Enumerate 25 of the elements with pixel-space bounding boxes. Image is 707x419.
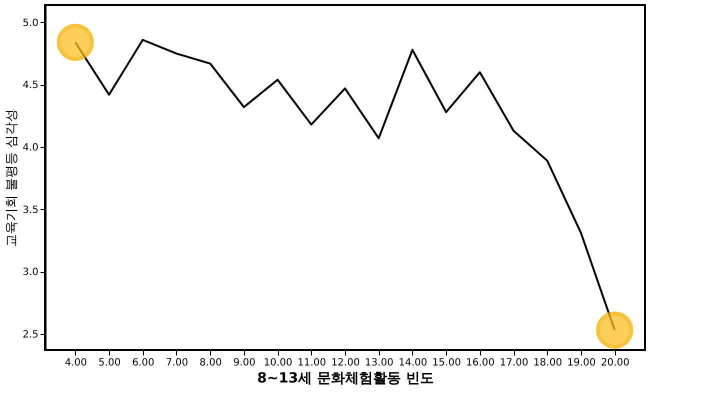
y-tick-label: 3.5	[22, 204, 38, 216]
x-axis-title: 8~13세 문화체험활동 빈도	[257, 370, 434, 386]
x-tick-label: 7.00	[166, 358, 188, 368]
x-tick-label: 16.00	[466, 358, 495, 368]
y-axis-title: 교육기회 불평등 심각성	[4, 108, 20, 248]
x-tick-label: 10.00	[264, 358, 292, 368]
y-tick-label: 4.5	[22, 80, 38, 92]
x-tick-label: 4.00	[64, 358, 87, 368]
y-tick-label: 4.0	[22, 142, 38, 154]
x-tick-label: 12.00	[331, 358, 360, 368]
x-tick-label: 9.00	[233, 358, 256, 368]
x-tick-label: 6.00	[132, 358, 154, 368]
x-tick-label: 18.00	[533, 358, 562, 368]
x-tick-label: 11.00	[297, 358, 326, 368]
x-tick-label: 8.00	[200, 358, 222, 368]
x-tick-label: 13.00	[364, 358, 394, 368]
y-tick-label: 3.0	[22, 267, 38, 278]
x-tick-label: 19.00	[567, 358, 596, 368]
x-tick-label: 5.00	[98, 358, 121, 368]
x-tick-label: 15.00	[432, 358, 461, 368]
x-tick-label: 14.00	[398, 358, 428, 368]
y-tick-label: 5.0	[22, 18, 38, 29]
x-tick-label: 20.00	[600, 358, 630, 368]
y-tick-label: 2.5	[22, 329, 38, 340]
x-tick-label: 17.00	[500, 358, 528, 368]
